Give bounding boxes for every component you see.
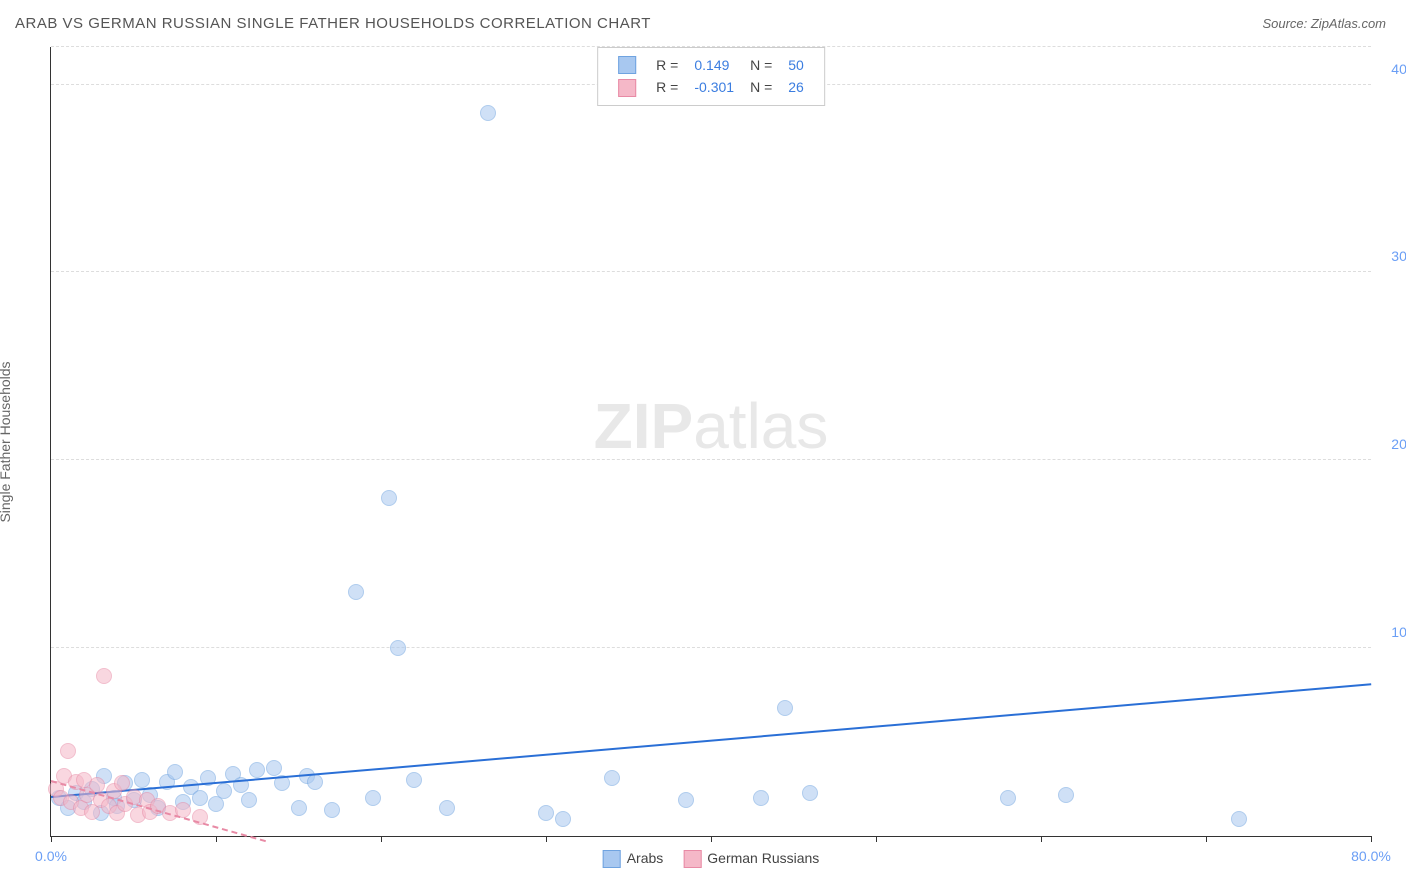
data-point xyxy=(406,772,422,788)
data-point xyxy=(249,762,265,778)
grid-line xyxy=(51,459,1371,460)
y-tick-label: 20.0% xyxy=(1391,436,1406,452)
x-tick xyxy=(51,836,52,842)
x-tick xyxy=(1371,836,1372,842)
watermark: ZIPatlas xyxy=(594,389,829,463)
data-point xyxy=(167,764,183,780)
y-tick-label: 30.0% xyxy=(1391,248,1406,264)
data-point xyxy=(480,105,496,121)
grid-line xyxy=(51,271,1371,272)
chart-area: Single Father Households ZIPatlas R =0.1… xyxy=(50,47,1371,837)
x-tick xyxy=(381,836,382,842)
data-point xyxy=(1231,811,1247,827)
x-tick xyxy=(546,836,547,842)
legend-item: Arabs xyxy=(603,850,664,868)
legend-row: R =0.149N =50 xyxy=(610,54,812,76)
x-tick xyxy=(876,836,877,842)
y-axis-label: Single Father Households xyxy=(0,361,13,522)
data-point xyxy=(1000,790,1016,806)
x-tick xyxy=(1206,836,1207,842)
series-legend: Arabs German Russians xyxy=(603,850,820,868)
x-tick-label: 0.0% xyxy=(35,848,67,864)
trend-line xyxy=(51,684,1371,799)
data-point xyxy=(134,772,150,788)
y-tick-label: 10.0% xyxy=(1391,624,1406,640)
data-point xyxy=(365,790,381,806)
data-point xyxy=(753,790,769,806)
data-point xyxy=(604,770,620,786)
x-tick xyxy=(1041,836,1042,842)
chart-header: ARAB VS GERMAN RUSSIAN SINGLE FATHER HOU… xyxy=(0,0,1406,47)
data-point xyxy=(114,775,130,791)
data-point xyxy=(266,760,282,776)
data-point xyxy=(390,640,406,656)
data-point xyxy=(381,490,397,506)
data-point xyxy=(216,783,232,799)
legend-item: German Russians xyxy=(683,850,819,868)
x-tick-label: 80.0% xyxy=(1351,848,1391,864)
data-point xyxy=(439,800,455,816)
x-tick xyxy=(216,836,217,842)
data-point xyxy=(1058,787,1074,803)
data-point xyxy=(324,802,340,818)
legend-row: R =-0.301N =26 xyxy=(610,76,812,98)
x-tick xyxy=(711,836,712,842)
data-point xyxy=(555,811,571,827)
data-point xyxy=(678,792,694,808)
data-point xyxy=(60,743,76,759)
data-point xyxy=(241,792,257,808)
chart-source: Source: ZipAtlas.com xyxy=(1262,16,1386,31)
data-point xyxy=(777,700,793,716)
data-point xyxy=(291,800,307,816)
correlation-legend: R =0.149N =50R =-0.301N =26 xyxy=(597,47,825,106)
chart-title: ARAB VS GERMAN RUSSIAN SINGLE FATHER HOU… xyxy=(15,15,651,32)
data-point xyxy=(348,584,364,600)
data-point xyxy=(192,790,208,806)
data-point xyxy=(802,785,818,801)
data-point xyxy=(538,805,554,821)
data-point xyxy=(96,668,112,684)
grid-line xyxy=(51,647,1371,648)
y-tick-label: 40.0% xyxy=(1391,61,1406,77)
plot-area: ZIPatlas R =0.149N =50R =-0.301N =26 Ara… xyxy=(50,47,1371,837)
